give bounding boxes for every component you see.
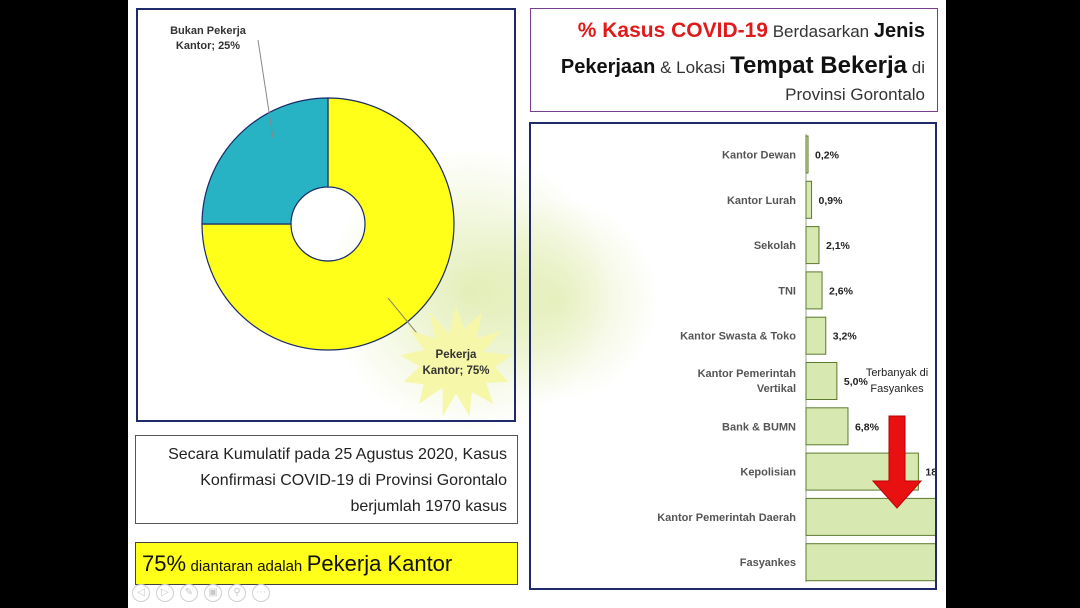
bar-value-kantor-swasta-toko: 3,2%: [833, 331, 858, 343]
donut-chart-panel: Bukan Pekerja Kantor; 25% Pekerja Kantor; 7…: [136, 8, 516, 422]
bar-chart-panel: Kantor Dewan 0,2% Kantor Lurah 0,9% Sekolah 2…: [529, 122, 946, 590]
title-berdasarkan: Berdasarkan: [772, 22, 870, 41]
pen-icon[interactable]: ✎: [180, 584, 198, 602]
title-jenis: Jenis: [873, 20, 925, 42]
bar-label-kantor-pemerintah-vertikal-1: Kantor Pemerintah: [698, 368, 797, 380]
donut-label-pekerja-line2: Kantor; 75%: [422, 365, 489, 377]
bar-fasyankes: [805, 543, 946, 582]
highlight-box: 75% diantaran adalah Pekerja Kantor: [135, 542, 518, 585]
title-di: di: [911, 58, 925, 77]
title-line-3: Provinsi Gorontalo: [785, 85, 925, 105]
bar-label-kantor-pemerintah-vertikal-2: Vertikal: [757, 383, 796, 395]
bar-value-kantor-lurah: 0,9%: [819, 195, 844, 207]
slides-icon[interactable]: ▣: [204, 584, 222, 602]
next-icon[interactable]: ▷: [156, 584, 174, 602]
summary-line-2: Konfirmasi COVID-19 di Provinsi Gorontal…: [200, 472, 507, 489]
bar-label-kantor-pemerintah-daerah: Kantor Pemerintah Daerah: [657, 512, 796, 524]
bar-value-sekolah: 2,1%: [826, 240, 851, 252]
starburst-yellow: [400, 306, 512, 417]
bar-kantor-dewan: [805, 135, 809, 174]
bar-kantor-pemerintah-vertikal: [805, 362, 838, 400]
donut-chart: Bukan Pekerja Kantor; 25% Pekerja Kantor; 7…: [170, 25, 512, 417]
slide: Bukan Pekerja Kantor; 25% Pekerja Kantor; 7…: [128, 0, 946, 608]
bar-label-kepolisian: Kepolisian: [740, 467, 796, 479]
title-covid: % Kasus COVID-19: [577, 19, 768, 42]
highlight-middle: diantaran adalah: [190, 558, 303, 575]
title-line-2: Pekerjaan & Lokasi Tempat Bekerja di: [561, 52, 925, 80]
title-box: % Kasus COVID-19 Berdasarkan Jenis Peker…: [530, 8, 938, 112]
title-lokasi: & Lokasi: [660, 58, 726, 77]
bar-label-kantor-lurah: Kantor Lurah: [727, 195, 796, 207]
bar-kantor-swasta-toko: [805, 316, 827, 355]
bar-kantor-lurah: [805, 180, 813, 219]
bar-tni: [805, 271, 823, 310]
prev-icon[interactable]: ◁: [132, 584, 150, 602]
highlight-end: Pekerja Kantor: [306, 551, 453, 576]
bar-sekolah: [805, 226, 820, 265]
zoom-icon[interactable]: ⚲: [228, 584, 246, 602]
title-pekerjaan: Pekerjaan: [560, 56, 656, 78]
bar-label-kantor-dewan: Kantor Dewan: [722, 150, 796, 162]
title-provinsi: Provinsi Gorontalo: [785, 85, 925, 104]
bar-chart: Kantor Dewan 0,2% Kantor Lurah 0,9% Sekolah 2…: [657, 134, 946, 582]
bar-value-bank-bumn: 6,8%: [855, 421, 880, 433]
callout-line-2: Fasyankes: [870, 383, 924, 395]
bar-label-bank-bumn: Bank & BUMN: [722, 421, 796, 433]
highlight-text: 75% diantaran adalah Pekerja Kantor: [142, 551, 452, 577]
callout-line-1: Terbanyak di: [866, 367, 928, 379]
bar-value-tni: 2,6%: [829, 285, 854, 297]
title-line-1: % Kasus COVID-19 Berdasarkan Jenis: [578, 19, 925, 43]
bar-kantor-pemerintah-daerah: [805, 497, 946, 536]
bar-value-kantor-dewan: 0,2%: [815, 150, 840, 162]
donut-label-bukan-line2: Kantor; 25%: [176, 40, 240, 52]
donut-label-bukan-line1: Bukan Pekerja: [170, 25, 247, 37]
red-down-arrow-icon: [871, 415, 923, 509]
bar-label-tni: TNI: [778, 285, 796, 297]
bar-value-kantor-pemerintah-vertikal: 5,0%: [844, 376, 869, 388]
donut-slice-pekerja-kantor: [201, 97, 455, 351]
summary-line-1: Secara Kumulatif pada 25 Agustus 2020, K…: [168, 446, 507, 463]
title-tempat-bekerja: Tempat Bekerja: [730, 52, 908, 79]
bar-label-sekolah: Sekolah: [754, 240, 796, 252]
more-icon[interactable]: ⋯: [252, 584, 270, 602]
bar-label-fasyankes: Fasyankes: [740, 557, 796, 569]
summary-line-3: berjumlah 1970 kasus: [350, 498, 507, 515]
donut-label-pekerja-line1: Pekerja: [436, 349, 478, 361]
summary-box: Secara Kumulatif pada 25 Agustus 2020, K…: [135, 435, 518, 524]
donut-slice-bukan-pekerja-kantor: [201, 97, 329, 225]
bar-label-kantor-swasta-toko: Kantor Swasta & Toko: [680, 331, 796, 343]
bar-bank-bumn: [805, 407, 849, 446]
donut-leader-bukan: [257, 39, 274, 139]
highlight-percent: 75%: [142, 551, 187, 576]
bar-value-kepolisian: 18,2%: [925, 467, 935, 479]
